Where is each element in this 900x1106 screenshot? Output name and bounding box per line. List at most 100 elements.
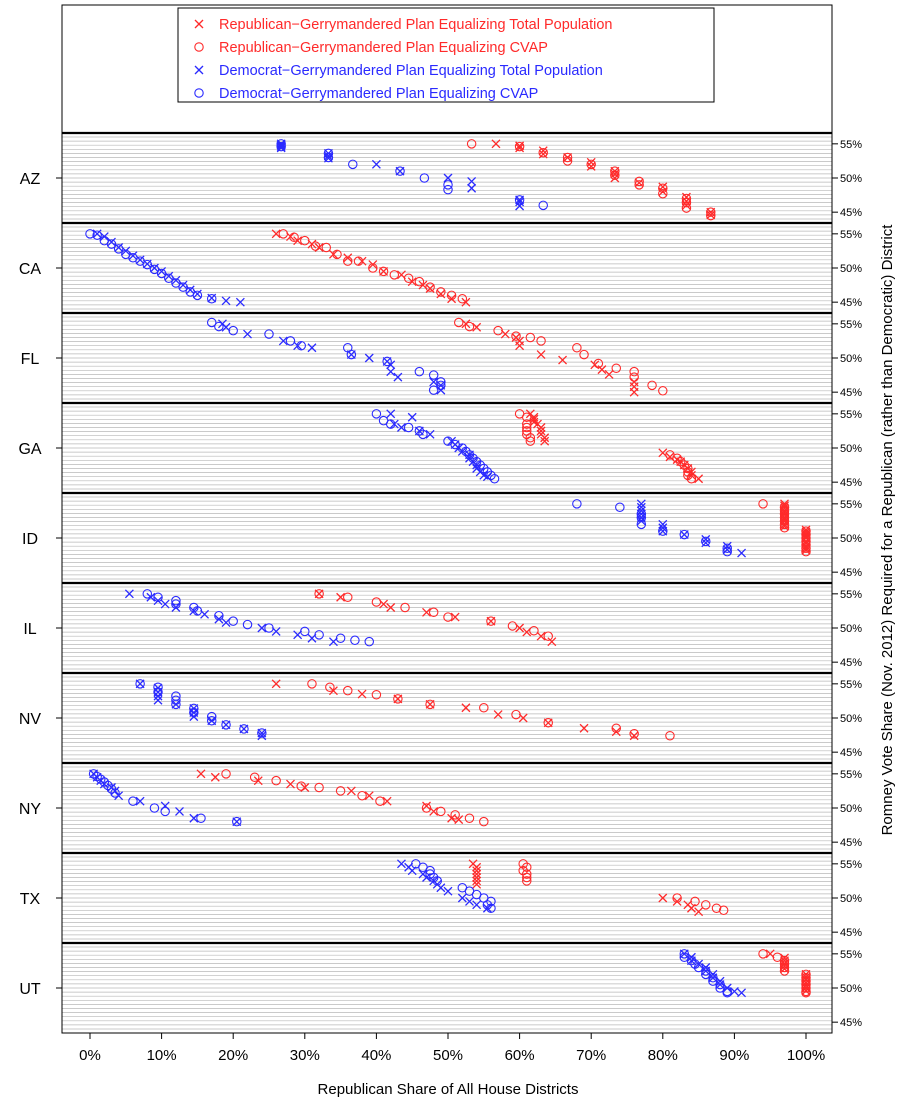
data-point	[801, 529, 811, 540]
y-tick-label: 55%	[840, 589, 862, 601]
marker-stroke	[386, 603, 396, 612]
data-point	[780, 506, 789, 516]
data-point	[232, 817, 242, 827]
data-point	[522, 869, 532, 879]
data-point	[586, 161, 596, 171]
data-point	[276, 139, 286, 149]
marker-stroke	[425, 699, 435, 709]
marker-stroke	[722, 541, 732, 551]
data-point	[779, 502, 790, 512]
data-point	[221, 720, 231, 730]
data-point	[536, 423, 546, 432]
data-point	[701, 963, 711, 972]
data-point	[178, 282, 188, 292]
data-point	[403, 422, 414, 433]
data-point	[257, 728, 267, 738]
data-point	[801, 983, 811, 993]
marker-stroke	[149, 263, 159, 273]
marker-stroke	[694, 959, 704, 969]
data-point	[153, 596, 163, 606]
data-point	[479, 816, 489, 827]
marker-stroke	[425, 429, 435, 439]
data-point	[454, 815, 464, 825]
data-point	[106, 239, 117, 249]
data-point	[278, 336, 288, 346]
data-point	[472, 869, 482, 879]
marker-stroke	[780, 506, 789, 516]
data-point	[364, 791, 374, 801]
x-axis: 0% 10% 20% 30% 40% 50% 60% 70% 80% 90% 100%	[79, 1033, 825, 1064]
legend-marker	[194, 65, 204, 75]
data-point	[801, 976, 811, 986]
marker-stroke	[629, 731, 639, 741]
marker-stroke	[701, 966, 711, 976]
y-tick-label: 55%	[840, 139, 862, 151]
data-point	[375, 796, 385, 806]
data-point	[419, 173, 430, 183]
y-tick-label: 55%	[840, 499, 862, 511]
marker-stroke	[540, 433, 550, 443]
legend-marker	[194, 42, 204, 52]
data-point	[343, 256, 353, 266]
data-point	[562, 156, 573, 166]
data-point	[443, 886, 453, 896]
marker-stroke	[121, 246, 131, 256]
data-point	[142, 259, 153, 270]
marker-stroke	[658, 523, 668, 533]
data-point	[472, 866, 482, 876]
marker-stroke	[536, 350, 546, 360]
marker-stroke	[467, 183, 477, 193]
marker-stroke	[780, 513, 789, 522]
data-point	[385, 419, 396, 429]
data-point	[611, 363, 622, 373]
data-point	[475, 460, 485, 470]
marker-stroke	[271, 626, 281, 636]
data-point	[737, 988, 747, 998]
data-point	[389, 419, 399, 429]
data-point	[658, 526, 668, 536]
data-point	[610, 169, 620, 179]
data-point	[393, 372, 403, 382]
data-point	[321, 242, 332, 253]
marker-stroke	[493, 710, 503, 720]
data-point	[540, 433, 550, 443]
marker-stroke	[239, 724, 249, 734]
data-point	[314, 630, 324, 640]
marker-stroke	[346, 786, 356, 796]
data-point	[425, 429, 435, 439]
data-point	[522, 862, 532, 872]
data-point	[210, 772, 220, 782]
marker-stroke	[472, 322, 482, 332]
data-point	[558, 355, 568, 365]
marker-stroke	[210, 772, 220, 782]
marker-stroke	[708, 973, 718, 983]
marker-stroke	[194, 65, 204, 75]
marker-stroke	[189, 606, 199, 616]
data-point	[681, 196, 691, 206]
x-tick-label: 60%	[505, 1047, 535, 1064]
y-tick-label: 50%	[840, 353, 862, 365]
data-point	[563, 153, 573, 162]
data-point	[514, 141, 525, 152]
data-point	[686, 955, 697, 966]
y-tick-label: 45%	[840, 657, 862, 669]
data-point	[658, 526, 668, 536]
marker-stroke	[429, 806, 439, 816]
marker-stroke	[765, 949, 775, 959]
data-point	[471, 456, 482, 467]
data-point	[414, 276, 425, 287]
data-point	[491, 139, 501, 149]
data-point	[418, 429, 428, 440]
data-point	[681, 193, 692, 204]
marker-stroke	[604, 369, 614, 379]
data-point	[579, 349, 589, 360]
marker-stroke	[515, 623, 525, 633]
data-point	[353, 256, 364, 266]
data-point	[314, 589, 324, 599]
state-label: GA	[18, 441, 41, 458]
data-point	[382, 356, 392, 367]
state-label: IL	[23, 621, 36, 638]
legend-marker	[194, 19, 204, 29]
marker-stroke	[694, 907, 704, 917]
marker-stroke	[536, 426, 546, 436]
